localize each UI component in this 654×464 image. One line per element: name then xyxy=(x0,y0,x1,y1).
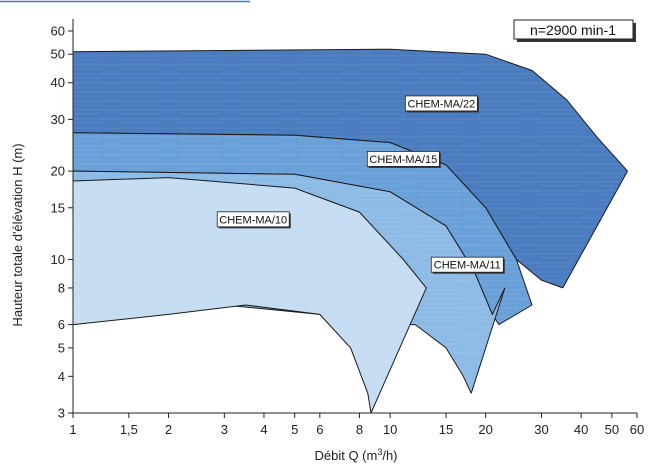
y-tick-label-4: 4 xyxy=(58,369,65,384)
x-tick-label-60: 60 xyxy=(630,422,644,437)
speed-annotation-box xyxy=(513,19,634,40)
end-curve-chem-ma-10 xyxy=(370,287,427,414)
max-curve-chem-ma-15 xyxy=(72,132,533,306)
series-label-chem-ma-10: CHEM-MA/10 xyxy=(216,211,291,229)
y-tick-label-5: 5 xyxy=(58,340,65,355)
area-texture-chem-ma-15 xyxy=(73,132,532,325)
x-tick-label-4: 4 xyxy=(260,422,267,437)
area-texture-chem-ma-22 xyxy=(73,49,628,288)
series-chem-ma-10 xyxy=(72,177,427,414)
series-label-text-chem-ma-11: CHEM-MA/11 xyxy=(434,260,501,272)
series-label-box-chem-ma-11 xyxy=(430,256,504,273)
end-curve-chem-ma-11 xyxy=(470,287,506,394)
series-label-box-chem-ma-22 xyxy=(404,95,478,112)
series-label-box-chem-ma-15 xyxy=(366,151,440,167)
x-axis-title-main: Débit Q (m xyxy=(314,448,377,463)
series-label-chem-ma-15: CHEM-MA/15 xyxy=(366,151,441,168)
y-tick-label-20: 20 xyxy=(51,164,65,179)
y-tick-label-60: 60 xyxy=(51,24,65,39)
y-tick-label-15: 15 xyxy=(51,200,65,215)
x-tick-label-5: 5 xyxy=(291,422,298,437)
x-tick-label-2: 2 xyxy=(165,422,172,437)
y-tick-label-6: 6 xyxy=(58,317,65,332)
x-axis-title: Débit Q (m3/h) xyxy=(314,447,397,463)
series-label-text-chem-ma-22: CHEM-MA/22 xyxy=(407,98,475,110)
series-label-chem-ma-11: CHEM-MA/11 xyxy=(430,256,505,274)
y-tick-label-50: 50 xyxy=(51,47,65,62)
x-axis: 1 1,5 2 3 4 5 6 8 10 15 20 30 40 50 60 xyxy=(69,412,644,437)
x-axis-title-sup: 3 xyxy=(377,447,382,457)
y-tick-label-3: 3 xyxy=(58,406,65,421)
x-tick-label-6: 6 xyxy=(316,422,323,437)
min-curve-chem-ma-10 xyxy=(72,304,372,414)
series-chem-ma-22 xyxy=(72,48,628,289)
area-texture-chem-ma-10 xyxy=(73,177,427,413)
series-areas xyxy=(72,48,628,414)
series-label-box-chem-ma-10 xyxy=(216,211,290,228)
x-tick-label-3: 3 xyxy=(221,422,228,437)
end-curve-chem-ma-15 xyxy=(498,304,533,326)
x-tick-label-20: 20 xyxy=(478,422,492,437)
max-curve-chem-ma-10 xyxy=(72,177,427,289)
x-tick-label-50: 50 xyxy=(605,422,619,437)
series-label-chem-ma-22: CHEM-MA/22 xyxy=(404,95,479,113)
y-axis-title: Hauteur totale d'élévation H (m) xyxy=(10,143,25,326)
x-tick-label-10: 10 xyxy=(383,422,397,437)
y-tick-label-10: 10 xyxy=(51,252,65,267)
x-tick-label-15: 15 xyxy=(439,422,453,437)
y-tick-label-30: 30 xyxy=(51,112,65,127)
max-curve-chem-ma-11 xyxy=(72,170,506,316)
x-tick-label-1-5: 1,5 xyxy=(120,422,138,437)
series-label-text-chem-ma-10: CHEM-MA/10 xyxy=(219,214,287,226)
speed-annotation: n=2900 min-1 xyxy=(513,19,636,42)
x-tick-label-1: 1 xyxy=(69,422,76,437)
series-labels: CHEM-MA/22 CHEM-MA/15 CHEM-MA/11 CHEM-MA/10 xyxy=(216,95,505,274)
end-curve-chem-ma-22 xyxy=(562,170,628,289)
x-tick-label-8: 8 xyxy=(356,422,363,437)
speed-annotation-text: n=2900 min-1 xyxy=(530,22,616,38)
x-axis-title-end: /h) xyxy=(382,448,397,463)
series-label-text-chem-ma-15: CHEM-MA/15 xyxy=(369,154,437,166)
y-axis: 3 4 5 6 8 10 15 20 30 40 50 60 xyxy=(51,19,74,421)
y-tick-label-40: 40 xyxy=(51,75,65,90)
y-tick-label-8: 8 xyxy=(58,280,65,295)
max-curve-chem-ma-22 xyxy=(72,48,628,172)
x-tick-label-40: 40 xyxy=(574,422,588,437)
x-tick-label-30: 30 xyxy=(534,422,548,437)
